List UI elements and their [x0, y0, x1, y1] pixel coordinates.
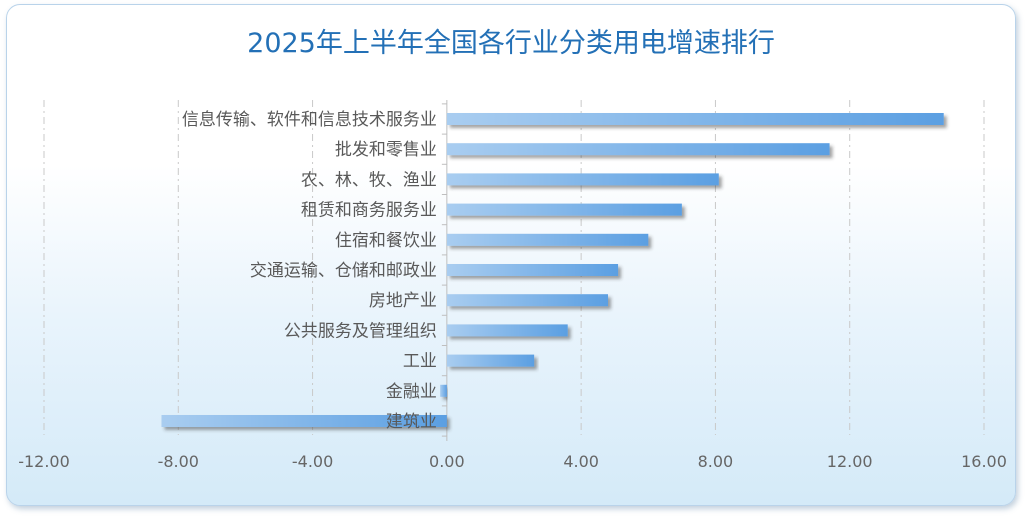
bar — [446, 294, 608, 307]
bar — [446, 233, 649, 246]
category-label: 批发和零售业 — [335, 140, 437, 160]
category-label: 金融业 — [386, 382, 437, 402]
x-tick-label: -12.00 — [18, 452, 70, 471]
category-label: 房地产业 — [369, 291, 437, 311]
category-label: 工业 — [403, 352, 437, 372]
category-label: 信息传输、软件和信息技术服务业 — [182, 110, 437, 130]
bar-chart: 信息传输、软件和信息技术服务业批发和零售业农、林、牧、渔业租赁和商务服务业住宿和… — [18, 100, 1007, 471]
bar — [446, 113, 944, 125]
x-tick-label: 0.00 — [429, 452, 465, 471]
category-label: 交通运输、仓储和邮政业 — [250, 261, 437, 281]
bar — [446, 173, 719, 186]
bar — [446, 143, 830, 156]
bar — [446, 354, 535, 367]
bar — [446, 264, 619, 276]
x-tick-label: -8.00 — [158, 452, 199, 471]
x-tick-label: 16.00 — [961, 452, 1007, 471]
bar — [446, 203, 682, 216]
chart-title: 2025年上半年全国各行业分类用电增速排行 — [247, 28, 775, 59]
bar — [446, 324, 568, 337]
x-tick-label: 8.00 — [698, 452, 734, 471]
x-tick-label: 4.00 — [563, 452, 599, 471]
category-label: 建筑业 — [386, 412, 437, 432]
bar — [440, 384, 447, 397]
category-label: 住宿和餐饮业 — [335, 231, 437, 251]
category-label: 农、林、牧、渔业 — [301, 170, 437, 190]
category-label: 租赁和商务服务业 — [301, 201, 437, 221]
x-tick-label: 12.00 — [827, 452, 873, 471]
chart-card: 2025年上半年全国各行业分类用电增速排行 信息传输、软件和信息技术服务业批发和… — [6, 4, 1016, 506]
x-tick-label: -4.00 — [292, 452, 333, 471]
category-label: 公共服务及管理组织 — [284, 321, 437, 341]
bar — [161, 415, 447, 427]
